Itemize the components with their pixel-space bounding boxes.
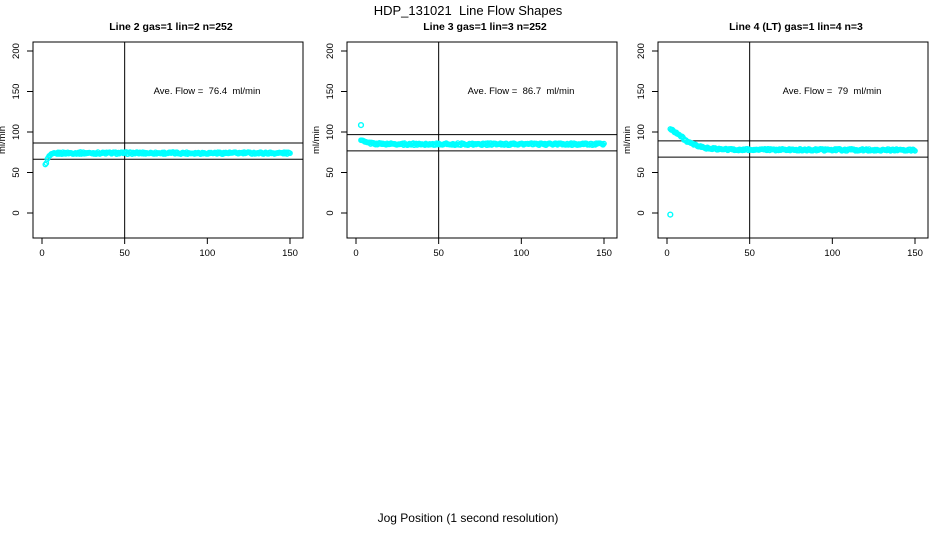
line3-plot-svg: 0 50 100 150 0 50 100 150 200 ml/min xyxy=(311,41,618,259)
panel-title-line4: Line 4 (LT) gas=1 lin=4 n=3 xyxy=(729,21,863,33)
ave-flow-annotation-line4: Ave. Flow = 79 ml/min xyxy=(782,86,882,97)
svg-text:200: 200 xyxy=(636,43,647,59)
panel-title-line2: Line 2 gas=1 lin=2 n=252 xyxy=(109,21,233,33)
svg-text:0: 0 xyxy=(353,248,358,259)
svg-text:0: 0 xyxy=(664,248,669,259)
svg-text:0: 0 xyxy=(11,210,22,215)
svg-text:50: 50 xyxy=(11,167,22,178)
line4-plot-svg: 0 50 100 150 0 50 100 150 200 ml/min xyxy=(622,41,929,259)
svg-text:50: 50 xyxy=(325,167,336,178)
svg-text:150: 150 xyxy=(636,84,647,100)
x-axis-label: Jog Position (1 second resolution) xyxy=(377,511,559,525)
svg-text:50: 50 xyxy=(636,167,647,178)
svg-text:100: 100 xyxy=(11,124,22,140)
svg-text:0: 0 xyxy=(325,210,336,215)
svg-text:100: 100 xyxy=(824,248,840,259)
ave-flow-annotation-line2: Ave. Flow = 76.4 ml/min xyxy=(153,86,261,97)
svg-text:150: 150 xyxy=(907,248,923,259)
line2-plot-svg: 0 50 100 150 0 50 100 150 200 ml/min xyxy=(0,41,304,259)
svg-text:ml/min: ml/min xyxy=(311,126,322,154)
svg-text:200: 200 xyxy=(11,43,22,59)
svg-text:0: 0 xyxy=(636,210,647,215)
svg-text:200: 200 xyxy=(325,43,336,59)
svg-text:100: 100 xyxy=(199,248,215,259)
ave-flow-annotation-line3: Ave. Flow = 86.7 ml/min xyxy=(467,86,575,97)
svg-text:150: 150 xyxy=(11,84,22,100)
panel-title-line3: Line 3 gas=1 lin=3 n=252 xyxy=(423,21,547,33)
svg-text:100: 100 xyxy=(636,124,647,140)
svg-text:0: 0 xyxy=(39,248,44,259)
svg-text:50: 50 xyxy=(119,248,130,259)
svg-text:ml/min: ml/min xyxy=(0,126,8,154)
svg-text:ml/min: ml/min xyxy=(622,126,633,154)
svg-text:50: 50 xyxy=(744,248,755,259)
svg-text:150: 150 xyxy=(325,84,336,100)
svg-text:150: 150 xyxy=(282,248,298,259)
svg-text:50: 50 xyxy=(433,248,444,259)
svg-text:150: 150 xyxy=(596,248,612,259)
svg-text:100: 100 xyxy=(513,248,529,259)
svg-text:100: 100 xyxy=(325,124,336,140)
figure-title: HDP_131021 Line Flow Shapes xyxy=(373,3,563,18)
